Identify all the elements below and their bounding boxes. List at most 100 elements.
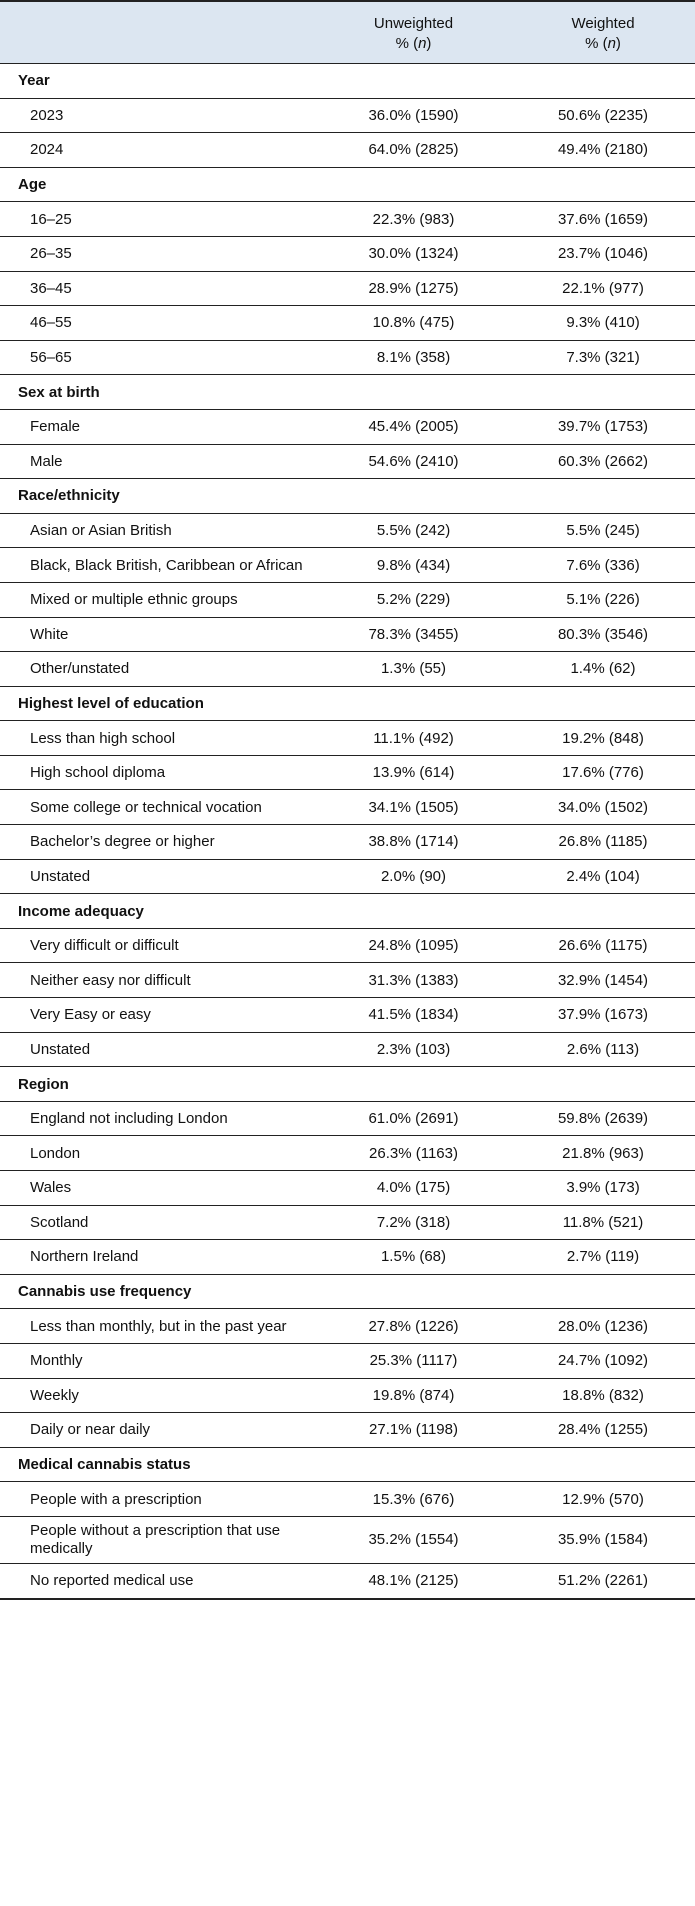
table-row: London 26.3% (1163) 21.8% (963) [0, 1135, 695, 1171]
weighted-value: 12.9% (570) [511, 1481, 695, 1517]
section-header-row: Age [0, 167, 695, 203]
table-row: Unstated 2.3% (103) 2.6% (113) [0, 1032, 695, 1068]
weighted-value: 3.9% (173) [511, 1170, 695, 1206]
table-row: White 78.3% (3455) 80.3% (3546) [0, 617, 695, 653]
unweighted-value: 4.0% (175) [316, 1170, 511, 1206]
section-title: Age [0, 167, 695, 203]
row-label: Bachelor’s degree or higher [0, 824, 316, 860]
unweighted-value: 36.0% (1590) [316, 98, 511, 134]
weighted-value: 49.4% (2180) [511, 132, 695, 168]
unweighted-value: 30.0% (1324) [316, 236, 511, 272]
section-header-row: Sex at birth [0, 374, 695, 410]
weighted-value: 39.7% (1753) [511, 409, 695, 445]
table-row: Less than high school 11.1% (492) 19.2% (8… [0, 720, 695, 756]
row-label: Black, Black British, Caribbean or Afric… [0, 547, 316, 583]
weighted-value: 9.3% (410) [511, 305, 695, 341]
weighted-value: 22.1% (977) [511, 271, 695, 307]
row-label: Scotland [0, 1205, 316, 1241]
header-unweighted-prefix: % ( [395, 35, 419, 52]
row-label: 2023 [0, 98, 316, 134]
weighted-value: 37.6% (1659) [511, 201, 695, 237]
row-label: Monthly [0, 1343, 316, 1379]
header-unweighted-line1: Unweighted [373, 15, 454, 32]
unweighted-value: 31.3% (1383) [316, 962, 511, 999]
table-row: Some college or technical vocation 34.1% … [0, 789, 695, 826]
weighted-value: 17.6% (776) [511, 755, 695, 791]
table-row: 56–65 8.1% (358) 7.3% (321) [0, 340, 695, 376]
table-row: People with a prescription 15.3% (676) 12.… [0, 1481, 695, 1517]
unweighted-value: 9.8% (434) [316, 547, 511, 583]
weighted-value: 59.8% (2639) [511, 1101, 695, 1137]
table-row: Unstated 2.0% (90) 2.4% (104) [0, 859, 695, 895]
unweighted-value: 1.5% (68) [316, 1239, 511, 1275]
weighted-value: 5.1% (226) [511, 582, 695, 618]
section-title: Sex at birth [0, 374, 695, 410]
section-title: Cannabis use frequency [0, 1274, 695, 1310]
section-title: Medical cannabis status [0, 1447, 695, 1483]
header-weighted: Weighted % (n) [511, 1, 695, 64]
weighted-value: 2.6% (113) [511, 1032, 695, 1068]
table-row: 26–35 30.0% (1324) 23.7% (1046) [0, 236, 695, 272]
table-row: Wales 4.0% (175) 3.9% (173) [0, 1170, 695, 1206]
row-label: 26–35 [0, 236, 316, 272]
unweighted-value: 5.5% (242) [316, 513, 511, 549]
unweighted-value: 25.3% (1117) [316, 1343, 511, 1379]
unweighted-value: 24.8% (1095) [316, 928, 511, 964]
row-label: Less than high school [0, 720, 316, 756]
row-label: Unstated [0, 859, 316, 895]
weighted-value: 32.9% (1454) [511, 962, 695, 999]
unweighted-value: 11.1% (492) [316, 720, 511, 756]
header-unweighted-suffix: ) [426, 35, 432, 52]
table-row: Bachelor’s degree or higher 38.8% (1714) 2… [0, 824, 695, 860]
row-label: Daily or near daily [0, 1412, 316, 1448]
row-label: No reported medical use [0, 1563, 316, 1600]
row-label: People with a prescription [0, 1481, 316, 1517]
weighted-value: 28.0% (1236) [511, 1308, 695, 1344]
weighted-value: 5.5% (245) [511, 513, 695, 549]
row-label: Very Easy or easy [0, 997, 316, 1033]
table-row: Very difficult or difficult 24.8% (1095) 2… [0, 928, 695, 964]
unweighted-value: 35.2% (1554) [316, 1516, 511, 1564]
unweighted-value: 15.3% (676) [316, 1481, 511, 1517]
row-label: Northern Ireland [0, 1239, 316, 1275]
table-body: Year 2023 36.0% (1590) 50.6% (2235) 2024 64.0… [0, 63, 695, 1600]
section-header-row: Race/ethnicity [0, 478, 695, 514]
unweighted-value: 22.3% (983) [316, 201, 511, 237]
weighted-value: 1.4% (62) [511, 651, 695, 687]
row-label: 36–45 [0, 271, 316, 307]
weighted-value: 34.0% (1502) [511, 789, 695, 826]
weighted-value: 26.6% (1175) [511, 928, 695, 964]
section-title: Highest level of education [0, 686, 695, 722]
unweighted-value: 2.0% (90) [316, 859, 511, 895]
row-label: White [0, 617, 316, 653]
row-label: Female [0, 409, 316, 445]
row-label: Other/unstated [0, 651, 316, 687]
unweighted-value: 54.6% (2410) [316, 444, 511, 480]
weighted-value: 26.8% (1185) [511, 824, 695, 860]
table-row: Black, Black British, Caribbean or Afric… [0, 547, 695, 583]
table-row: Asian or Asian British 5.5% (242) 5.5% (24… [0, 513, 695, 549]
unweighted-value: 27.1% (1198) [316, 1412, 511, 1448]
table-row: 46–55 10.8% (475) 9.3% (410) [0, 305, 695, 341]
weighted-value: 23.7% (1046) [511, 236, 695, 272]
unweighted-value: 5.2% (229) [316, 582, 511, 618]
unweighted-value: 19.8% (874) [316, 1378, 511, 1414]
row-label: Asian or Asian British [0, 513, 316, 549]
unweighted-value: 10.8% (475) [316, 305, 511, 341]
row-label: People without a prescription that use m… [0, 1516, 316, 1564]
row-label: Unstated [0, 1032, 316, 1068]
row-label: Mixed or multiple ethnic groups [0, 582, 316, 618]
unweighted-value: 7.2% (318) [316, 1205, 511, 1241]
section-title: Year [0, 63, 695, 99]
unweighted-value: 61.0% (2691) [316, 1101, 511, 1137]
table-row: Scotland 7.2% (318) 11.8% (521) [0, 1205, 695, 1241]
table-row: Monthly 25.3% (1117) 24.7% (1092) [0, 1343, 695, 1379]
table-row: 16–25 22.3% (983) 37.6% (1659) [0, 201, 695, 237]
section-header-row: Year [0, 63, 695, 99]
table-row: Northern Ireland 1.5% (68) 2.7% (119) [0, 1239, 695, 1275]
weighted-value: 7.3% (321) [511, 340, 695, 376]
unweighted-value: 45.4% (2005) [316, 409, 511, 445]
unweighted-value: 8.1% (358) [316, 340, 511, 376]
header-weighted-line1: Weighted [571, 15, 635, 32]
weighted-value: 35.9% (1584) [511, 1516, 695, 1564]
